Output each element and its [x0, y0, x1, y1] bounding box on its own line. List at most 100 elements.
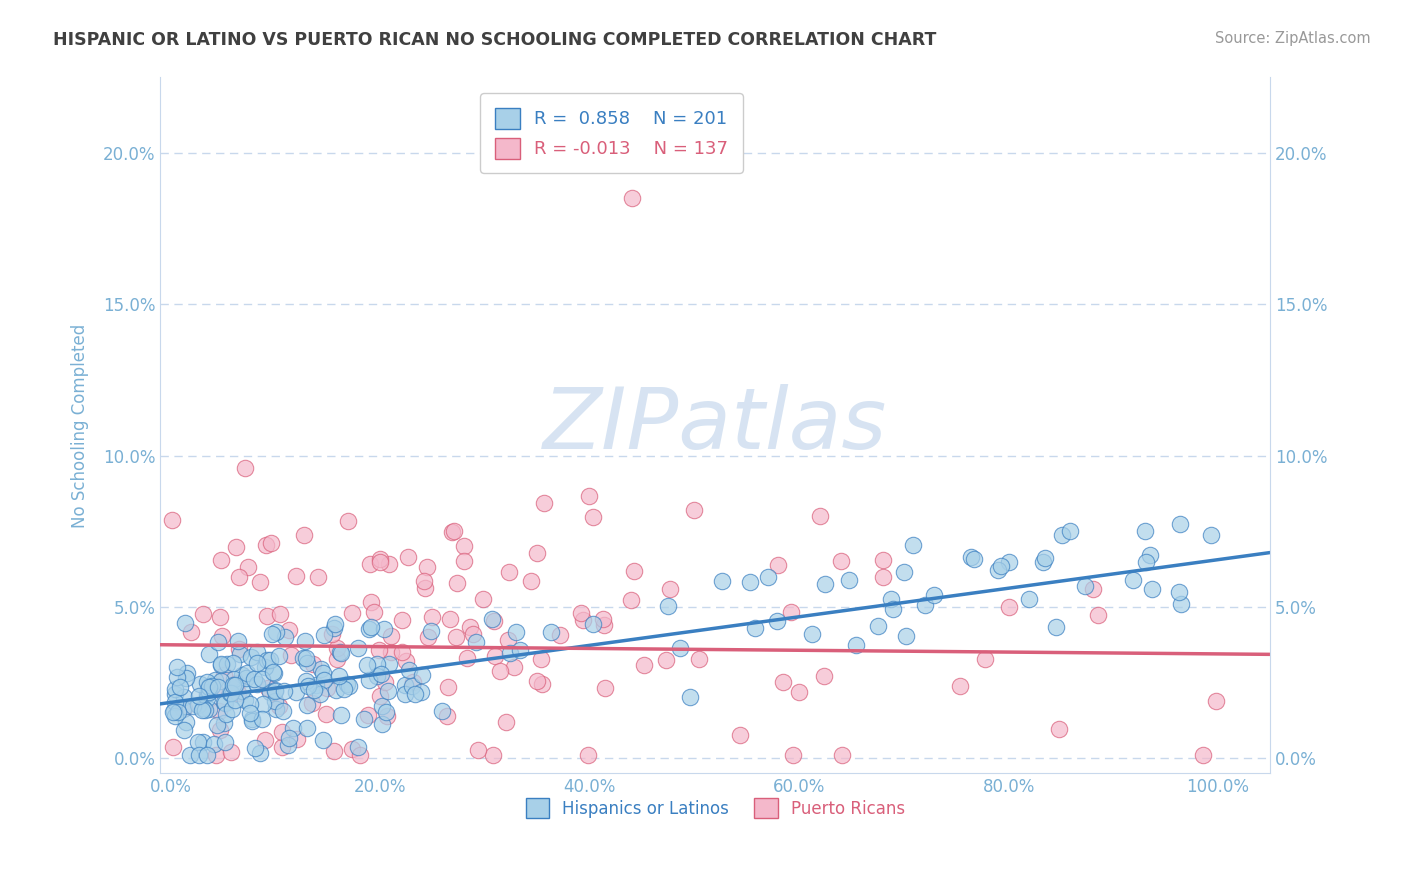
Point	[370, 555, 392, 569]
Point	[620, 192, 643, 206]
Point	[219, 745, 242, 759]
Point	[411, 668, 433, 682]
Point	[540, 624, 562, 639]
Point	[404, 687, 426, 701]
Point	[356, 658, 378, 673]
Point	[209, 553, 232, 567]
Point	[294, 634, 316, 648]
Point	[198, 680, 221, 694]
Point	[531, 677, 554, 691]
Point	[868, 619, 890, 633]
Point	[496, 632, 519, 647]
Point	[569, 606, 592, 620]
Point	[208, 609, 231, 624]
Point	[162, 706, 184, 720]
Point	[176, 665, 198, 680]
Point	[271, 704, 294, 718]
Point	[395, 655, 418, 669]
Point	[188, 690, 211, 704]
Point	[800, 627, 823, 641]
Point	[314, 673, 336, 687]
Point	[239, 706, 262, 720]
Point	[633, 658, 655, 673]
Point	[772, 675, 794, 690]
Point	[368, 551, 391, 566]
Point	[312, 732, 335, 747]
Point	[526, 674, 548, 689]
Point	[242, 672, 264, 686]
Legend: Hispanics or Latinos, Puerto Ricans: Hispanics or Latinos, Puerto Ricans	[519, 792, 911, 824]
Point	[578, 489, 600, 503]
Point	[162, 739, 184, 754]
Point	[263, 665, 285, 680]
Point	[307, 570, 329, 584]
Point	[271, 739, 294, 754]
Point	[499, 646, 522, 660]
Point	[505, 624, 527, 639]
Point	[366, 657, 388, 671]
Point	[997, 555, 1019, 569]
Point	[246, 677, 269, 691]
Point	[498, 565, 520, 579]
Point	[253, 732, 276, 747]
Point	[346, 740, 368, 755]
Point	[401, 679, 423, 693]
Point	[195, 748, 218, 763]
Point	[337, 679, 360, 693]
Point	[347, 640, 370, 655]
Point	[191, 703, 214, 717]
Point	[173, 690, 195, 705]
Point	[292, 528, 315, 542]
Point	[467, 743, 489, 757]
Point	[208, 704, 231, 718]
Point	[252, 697, 274, 711]
Point	[903, 538, 925, 552]
Point	[229, 647, 252, 661]
Point	[990, 558, 1012, 573]
Point	[198, 702, 221, 716]
Point	[195, 675, 218, 690]
Point	[295, 656, 318, 670]
Point	[167, 705, 190, 719]
Point	[235, 672, 257, 686]
Point	[1032, 555, 1054, 569]
Point	[394, 678, 416, 692]
Point	[378, 657, 401, 671]
Point	[359, 622, 381, 636]
Point	[481, 612, 503, 626]
Point	[436, 708, 458, 723]
Point	[264, 624, 287, 639]
Point	[482, 614, 505, 628]
Point	[326, 652, 349, 666]
Point	[281, 721, 304, 735]
Point	[711, 574, 734, 589]
Point	[363, 605, 385, 619]
Point	[443, 524, 465, 539]
Point	[813, 669, 835, 683]
Point	[893, 565, 915, 579]
Point	[329, 645, 352, 659]
Point	[221, 679, 243, 693]
Point	[420, 624, 443, 638]
Point	[322, 621, 344, 635]
Point	[252, 673, 274, 687]
Point	[1087, 607, 1109, 622]
Point	[657, 599, 679, 614]
Point	[997, 599, 1019, 614]
Point	[191, 607, 214, 621]
Point	[1205, 693, 1227, 707]
Text: Source: ZipAtlas.com: Source: ZipAtlas.com	[1215, 31, 1371, 46]
Point	[830, 554, 852, 568]
Point	[370, 698, 392, 713]
Point	[1140, 582, 1163, 596]
Point	[209, 723, 232, 737]
Point	[260, 536, 283, 550]
Point	[415, 559, 437, 574]
Point	[235, 460, 257, 475]
Point	[209, 674, 232, 689]
Point	[987, 564, 1010, 578]
Point	[882, 602, 904, 616]
Point	[949, 679, 972, 693]
Point	[465, 635, 488, 649]
Point	[271, 725, 294, 739]
